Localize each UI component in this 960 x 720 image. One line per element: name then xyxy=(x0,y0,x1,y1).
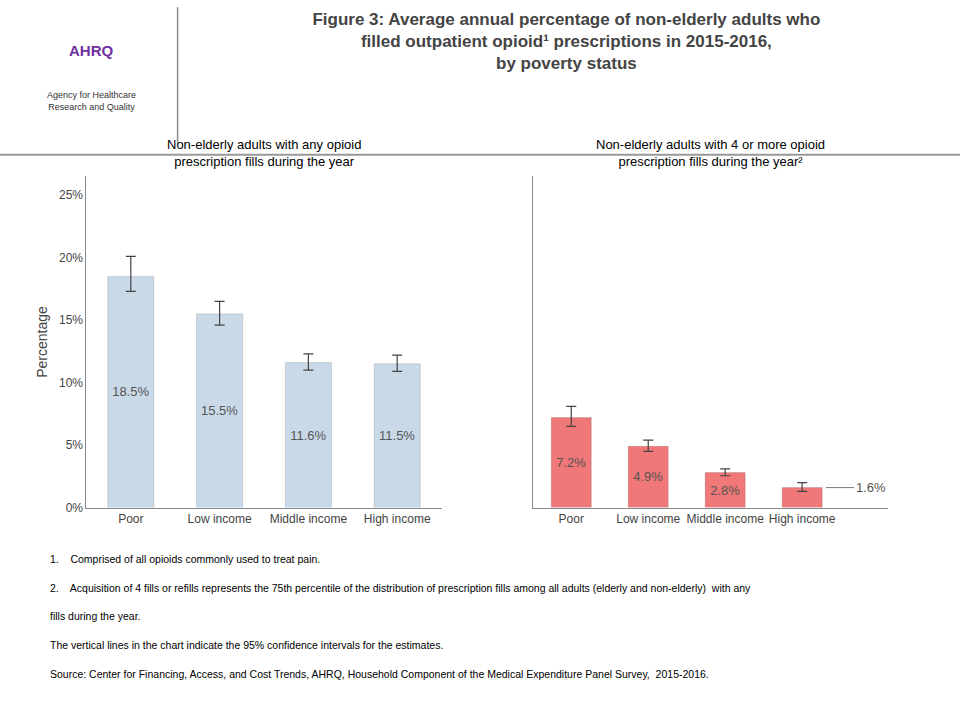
svg-text:0%: 0% xyxy=(66,501,84,515)
svg-text:15.5%: 15.5% xyxy=(201,403,238,418)
svg-text:Figure 3: Average annual perce: Figure 3: Average annual percentage of n… xyxy=(312,10,820,73)
svg-text:11.6%: 11.6% xyxy=(290,428,326,443)
svg-text:2. Acquisition of 4 fills o: 2. Acquisition of 4 fills or refills rep… xyxy=(50,582,751,594)
svg-text:20%: 20% xyxy=(59,251,83,265)
svg-text:7.2%: 7.2% xyxy=(556,455,586,470)
svg-text:4.9%: 4.9% xyxy=(633,469,663,484)
svg-text:Low income: Low income xyxy=(616,512,680,526)
svg-text:Non-elderly adults with 4 or m: Non-elderly adults with 4 or more opioid… xyxy=(596,137,825,169)
svg-text:Poor: Poor xyxy=(118,512,143,526)
svg-text:Source: Center for Financing,: Source: Center for Financing, Access, an… xyxy=(50,668,709,680)
svg-text:15%: 15% xyxy=(59,313,83,327)
svg-text:High income: High income xyxy=(364,512,431,526)
svg-text:11.5%: 11.5% xyxy=(379,428,415,443)
svg-text:Non-elderly adults with any op: Non-elderly adults with any opioidprescr… xyxy=(167,137,361,169)
svg-text:Percentage: Percentage xyxy=(34,306,50,378)
svg-text:fills during the year.: fills during the year. xyxy=(50,610,140,622)
svg-text:Middle income: Middle income xyxy=(270,512,348,526)
svg-text:25%: 25% xyxy=(59,188,83,202)
svg-text:1. Comprised of all opioids: 1. Comprised of all opioids commonly use… xyxy=(50,553,320,565)
svg-text:1.6%: 1.6% xyxy=(856,480,886,495)
svg-text:Poor: Poor xyxy=(559,512,584,526)
svg-text:The vertical lines in the char: The vertical lines in the chart indicate… xyxy=(50,639,443,651)
svg-text:Low income: Low income xyxy=(188,512,252,526)
svg-text:10%: 10% xyxy=(59,376,83,390)
svg-text:Agency for HealthcareResearch: Agency for HealthcareResearch and Qualit… xyxy=(47,90,136,112)
svg-text:18.5%: 18.5% xyxy=(112,384,149,399)
svg-text:5%: 5% xyxy=(66,438,84,452)
svg-text:Middle income: Middle income xyxy=(687,512,765,526)
svg-text:2.8%: 2.8% xyxy=(710,483,740,498)
svg-text:AHRQ: AHRQ xyxy=(69,42,113,59)
svg-text:High income: High income xyxy=(769,512,836,526)
